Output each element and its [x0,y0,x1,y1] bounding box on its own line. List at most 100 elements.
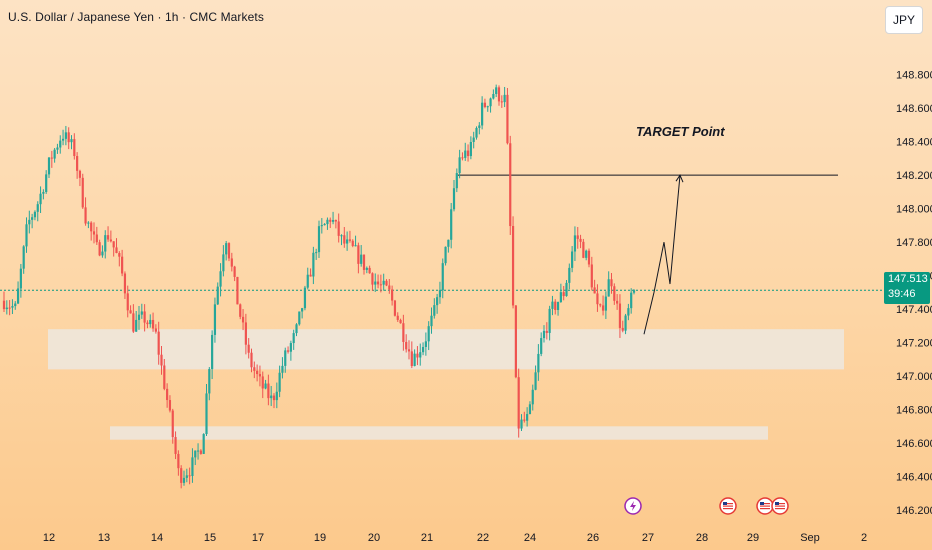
candle-body [47,157,51,175]
y-tick-label: 146.800 [896,405,932,417]
candle-body [562,292,565,297]
candle-body [239,304,242,317]
candle-body [601,305,605,311]
x-tick-label: Sep [800,532,820,544]
candle-body [261,376,264,389]
candle-body [11,306,14,308]
candle-body [180,468,183,483]
y-tick-label: 146.400 [896,472,932,484]
candle-body [292,333,295,344]
candle-body [309,274,312,277]
candle-body [582,241,585,258]
candle-body [286,350,290,352]
flag-stripe [775,503,785,505]
candle-body [8,307,11,309]
candle-body [143,311,146,323]
candle-body [556,302,560,310]
projection-path [643,175,681,335]
candle-body [613,286,616,301]
bar-countdown: 39:46 [888,288,916,300]
candle-body [427,326,430,342]
candle-body [376,281,380,285]
candle-body [528,404,532,415]
candle-body [436,297,439,306]
candle-body [216,286,219,305]
candle-body [104,235,107,252]
candle-body [303,287,307,309]
candle-body [416,353,419,358]
candle-body [163,365,166,389]
candle-body [388,285,391,290]
candle-body [447,239,450,247]
candle-body [537,353,540,373]
candle-body [301,308,304,312]
candle-body [618,303,622,328]
candle-body [233,266,236,277]
us-flag-icon [756,497,774,515]
x-tick-label: 12 [43,532,55,544]
candle-body [118,253,121,257]
candle-body [230,258,233,267]
candle-body [362,254,366,270]
candle-body [188,475,191,477]
candle-body [22,246,25,269]
candle-body [632,290,636,293]
y-tick-label: 148.600 [896,103,932,115]
candle-body [554,301,557,310]
candle-body [109,239,112,242]
candle-body [523,419,526,421]
candle-body [450,209,453,240]
candle-body [225,243,228,255]
candle-body [306,274,309,288]
candle-body [126,293,129,311]
candle-body [151,319,155,329]
candle-body [630,292,633,309]
candle-body [312,252,315,277]
candle-body [334,220,337,222]
candle-body [154,328,157,332]
candle-body [5,307,8,310]
x-tick-label: 13 [98,532,110,544]
x-tick-label: 27 [642,532,654,544]
candle-body [106,235,110,240]
candle-body [149,319,152,325]
x-tick-label: 24 [524,532,536,544]
y-tick-label: 146.600 [896,438,932,450]
candle-body [343,235,346,244]
candle-body [284,350,287,366]
x-tick-label: 29 [747,532,759,544]
candle-body [317,226,321,253]
candle-body [132,313,135,332]
candle-body [579,238,582,242]
candle-body [208,369,211,394]
candle-body [382,280,385,285]
us-flag-icon [771,497,789,515]
candle-body [458,157,461,174]
candle-body [95,234,98,243]
candle-body [168,400,172,411]
candle-body [413,353,416,367]
candle-body [272,395,276,401]
candle-body [25,224,28,247]
candle-body [14,303,17,307]
candle-body [222,254,225,272]
candle-body [219,271,222,287]
lightning-icon [624,497,642,515]
y-tick-label: 148.400 [896,137,932,149]
candle-body [92,231,96,235]
candle-body [140,311,143,315]
candle-body [461,157,464,159]
candle-body [438,290,442,298]
candle-body [112,241,115,248]
candle-body [368,267,371,274]
candle-body [433,305,436,316]
candle-body [202,434,205,454]
candle-body [405,341,408,350]
candle-body [211,334,214,370]
current-price-value: 147.513 [888,273,928,285]
candle-body [98,242,101,256]
y-tick-label: 147.800 [896,237,932,249]
currency-badge[interactable]: JPY [885,6,923,34]
